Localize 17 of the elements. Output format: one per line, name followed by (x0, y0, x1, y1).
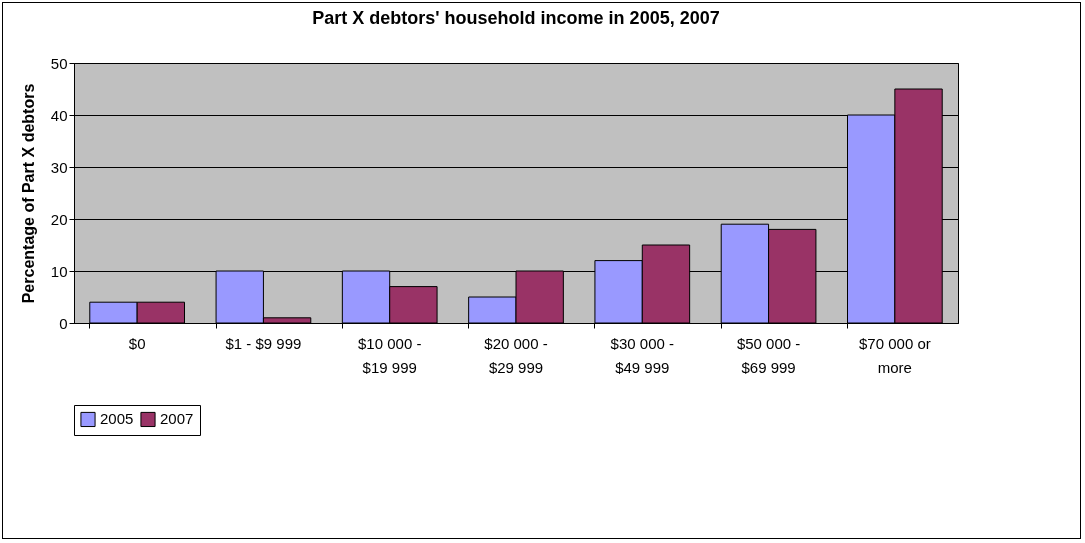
x-tick-label: $50 000 - $69 999 (736, 334, 801, 376)
legend-label: 2005 (100, 410, 134, 428)
y-tick-label: 10 (50, 262, 68, 280)
legend-label: 2007 (160, 410, 194, 428)
y-tick-label: 50 (50, 54, 68, 72)
chart-title: Part X debtors' household income in 2005, 2007 (312, 8, 720, 28)
y-tick-label: 20 (50, 210, 68, 228)
y-tick-label: 30 (50, 158, 68, 176)
x-tick-label: $70 000 or more (858, 334, 931, 376)
x-tick-label: $0 (128, 334, 146, 352)
y-tick-label: 0 (59, 314, 68, 332)
y-tick-label: 40 (50, 106, 68, 124)
y-axis-title: Percentage of Part X debtors (19, 83, 37, 304)
x-tick-label: $30 000 - $49 999 (610, 334, 674, 376)
x-tick-label: $20 000 - $29 999 (484, 334, 548, 376)
x-tick-label: $1 - $9 999 (225, 334, 302, 352)
x-tick-label: $10 000 - $19 999 (358, 334, 422, 376)
